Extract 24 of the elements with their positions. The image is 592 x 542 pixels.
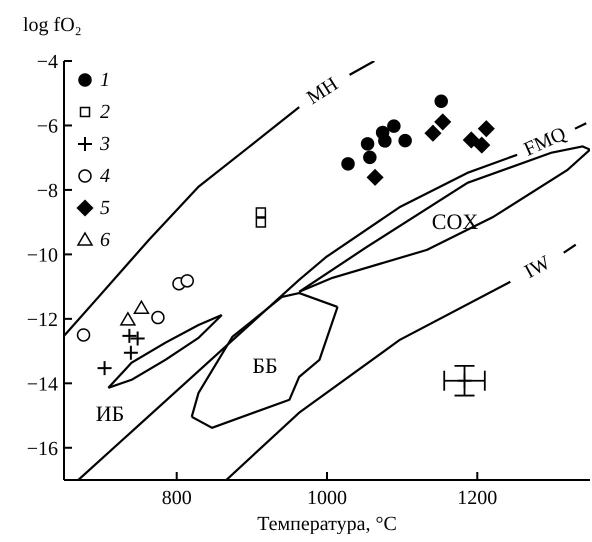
y-tick-label: −4 [36,51,58,74]
y-tick-label: −12 [26,308,58,331]
annotation: ББ [252,352,278,378]
y-axis-title: log fO₂ [23,14,82,36]
y-tick-label: −10 [26,244,58,266]
legend-label: 4 [100,164,110,188]
text: FMQ [520,122,570,161]
x-tick-label: 1000 [307,487,347,510]
text: IW [520,251,554,284]
annotation: COX [432,208,478,234]
y-tick-label: −6 [36,116,58,138]
annotation: ИБ [96,400,124,426]
legend-label: 3 [100,132,110,156]
legend-label: 2 [100,100,110,124]
x-axis-title: Температура, °C [257,513,397,535]
text: MH [302,73,342,109]
x-tick-label: 1200 [457,487,498,510]
y-tick-label: −8 [36,180,58,202]
x-tick-label: 800 [162,487,192,510]
legend-label: 1 [100,68,110,92]
legend-label: 6 [100,228,110,252]
y-tick-label: −14 [26,373,58,396]
y-tick-label: −16 [26,438,58,460]
legend-label: 5 [100,196,110,220]
